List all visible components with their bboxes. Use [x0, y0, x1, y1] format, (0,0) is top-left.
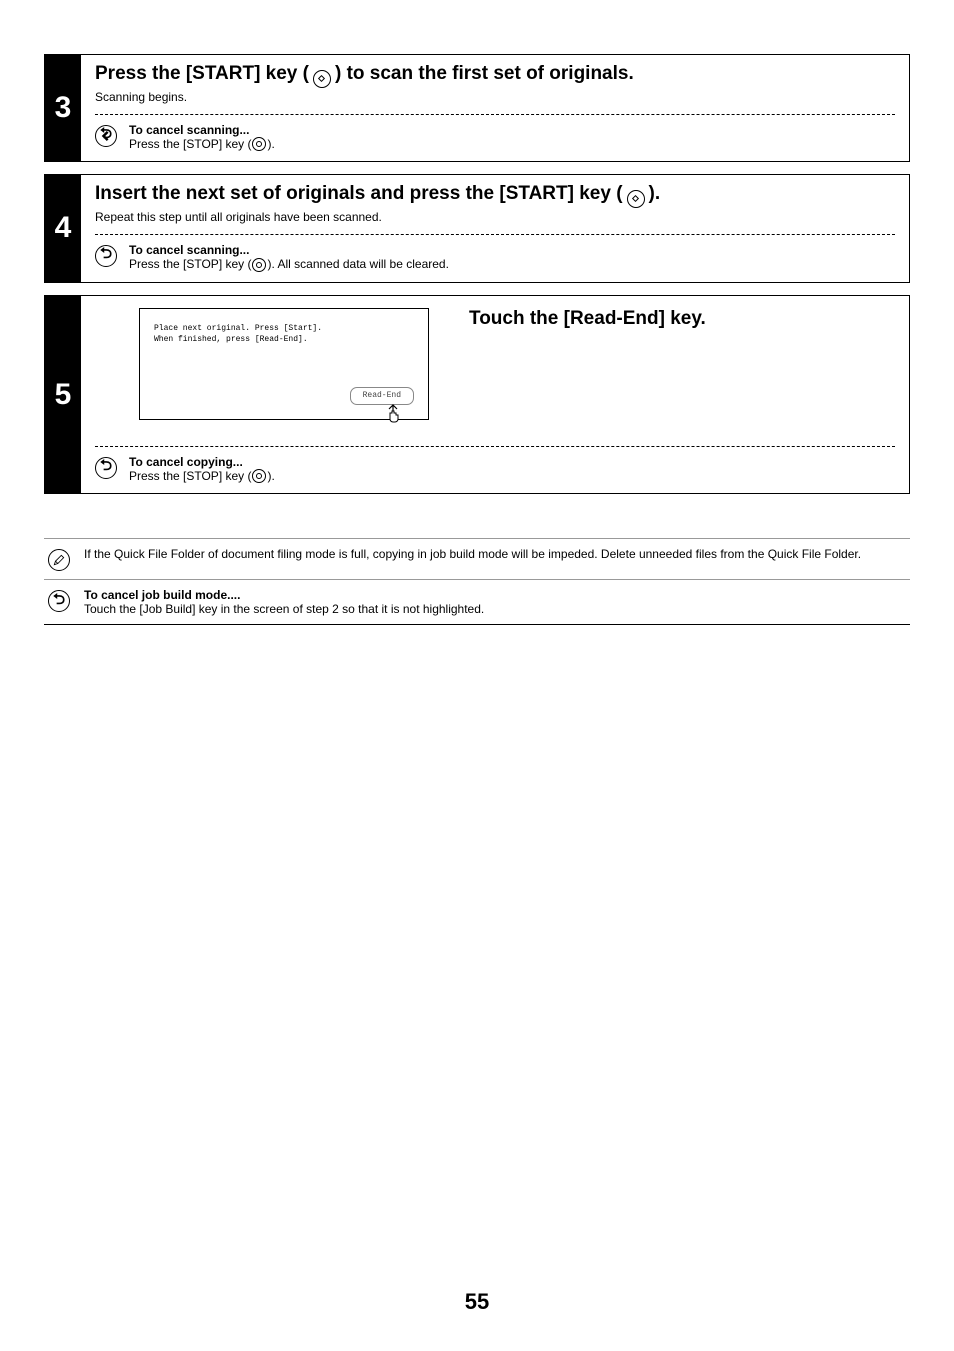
step-3-cancel-post: ). [267, 137, 274, 151]
step-5-cancel-text: To cancel copying... Press the [STOP] ke… [129, 455, 275, 484]
step-4-cancel-text: To cancel scanning... Press the [STOP] k… [129, 243, 449, 272]
stop-key-icon [252, 137, 266, 151]
pencil-note-icon [48, 549, 70, 571]
back-icon: ⮌ [48, 590, 70, 612]
back-icon: ⮌ [95, 245, 117, 267]
step-5-title: Touch the [Read-End] key. [469, 304, 706, 420]
page-number: 55 [0, 1289, 954, 1315]
step-4-sub: Repeat this step until all originals hav… [95, 210, 895, 224]
step-3-block: 3 Press the [START] key ( ) to scan the … [44, 54, 910, 162]
step-5-cancel-body: Press the [STOP] key (). [129, 469, 275, 484]
step-4-heading: Insert the next set of originals and pre… [95, 183, 895, 206]
back-icon: ⮌ [95, 457, 117, 479]
stop-key-icon [252, 469, 266, 483]
step-5-cancel-title: To cancel copying... [129, 455, 275, 469]
step-3-sub: Scanning begins. [95, 90, 895, 104]
step-3-heading: Press the [START] key ( ) to scan the fi… [95, 63, 895, 86]
step-4-heading-pre: Insert the next set of originals and pre… [95, 183, 623, 205]
cancel-job-row: ⮌ To cancel job build mode.... Touch the… [44, 580, 910, 624]
step-5-content: Place next original. Press [Start]. When… [81, 296, 909, 494]
divider [95, 114, 895, 115]
stop-key-icon [252, 258, 266, 272]
step-4-block: 4 Insert the next set of originals and p… [44, 174, 910, 282]
step-4-number: 4 [45, 175, 81, 281]
screen-line-2: When finished, press [Read-End]. [154, 334, 414, 345]
start-key-icon [313, 70, 331, 88]
info-note-text: If the Quick File Folder of document fil… [84, 547, 861, 561]
step-3-number: 3 [45, 55, 81, 161]
step-5-block: 5 Place next original. Press [Start]. Wh… [44, 295, 910, 495]
step-3-heading-post: ) to scan the first set of originals. [335, 63, 634, 85]
step-4-cancel-post: ). All scanned data will be cleared. [267, 257, 448, 271]
start-key-icon [627, 190, 645, 208]
step-4-cancel-body: Press the [STOP] key ( ). All scanned dat… [129, 257, 449, 272]
step-4-cancel-pre: Press the [STOP] key ( [129, 257, 251, 271]
screen-line-1: Place next original. Press [Start]. [154, 323, 414, 334]
step-3-heading-pre: Press the [START] key ( [95, 63, 309, 85]
step-4-cancel-row: ⮌ To cancel scanning... Press the [STOP]… [95, 243, 895, 272]
step-4-heading-post: ). [649, 183, 661, 205]
info-note-row: If the Quick File Folder of document fil… [44, 539, 910, 579]
step-4-cancel-title: To cancel scanning... [129, 243, 449, 257]
cancel-job-body: Touch the [Job Build] key in the screen … [84, 602, 484, 616]
pointer-hand-icon [382, 403, 404, 437]
step-3-cancel-row: ⮌ To cancel scanning... Press the [STOP]… [95, 123, 895, 152]
screen-mock: Place next original. Press [Start]. When… [139, 308, 429, 420]
step-3-cancel-body: Press the [STOP] key (). [129, 137, 275, 152]
step-5-top: Place next original. Press [Start]. When… [95, 304, 895, 420]
divider [95, 446, 895, 447]
step-3-cancel-title: To cancel scanning... [129, 123, 275, 137]
step-5-cancel-post: ). [267, 469, 274, 483]
step-5-cancel-pre: Press the [STOP] key ( [129, 469, 251, 483]
step-3-cancel-pre: Press the [STOP] key ( [129, 137, 251, 151]
step-5-cancel-row: ⮌ To cancel copying... Press the [STOP] … [95, 455, 895, 484]
step-4-content: Insert the next set of originals and pre… [81, 175, 909, 281]
info-blocks: If the Quick File Folder of document fil… [44, 538, 910, 625]
divider [95, 234, 895, 235]
cancel-job-title: To cancel job build mode.... [84, 588, 484, 602]
step-5-number: 5 [45, 296, 81, 494]
step-3-cancel-text: To cancel scanning... Press the [STOP] k… [129, 123, 275, 152]
step-3-content: Press the [START] key ( ) to scan the fi… [81, 55, 909, 161]
cancel-job-text: To cancel job build mode.... Touch the [… [84, 588, 484, 616]
back-icon: ⮌ [95, 125, 117, 147]
